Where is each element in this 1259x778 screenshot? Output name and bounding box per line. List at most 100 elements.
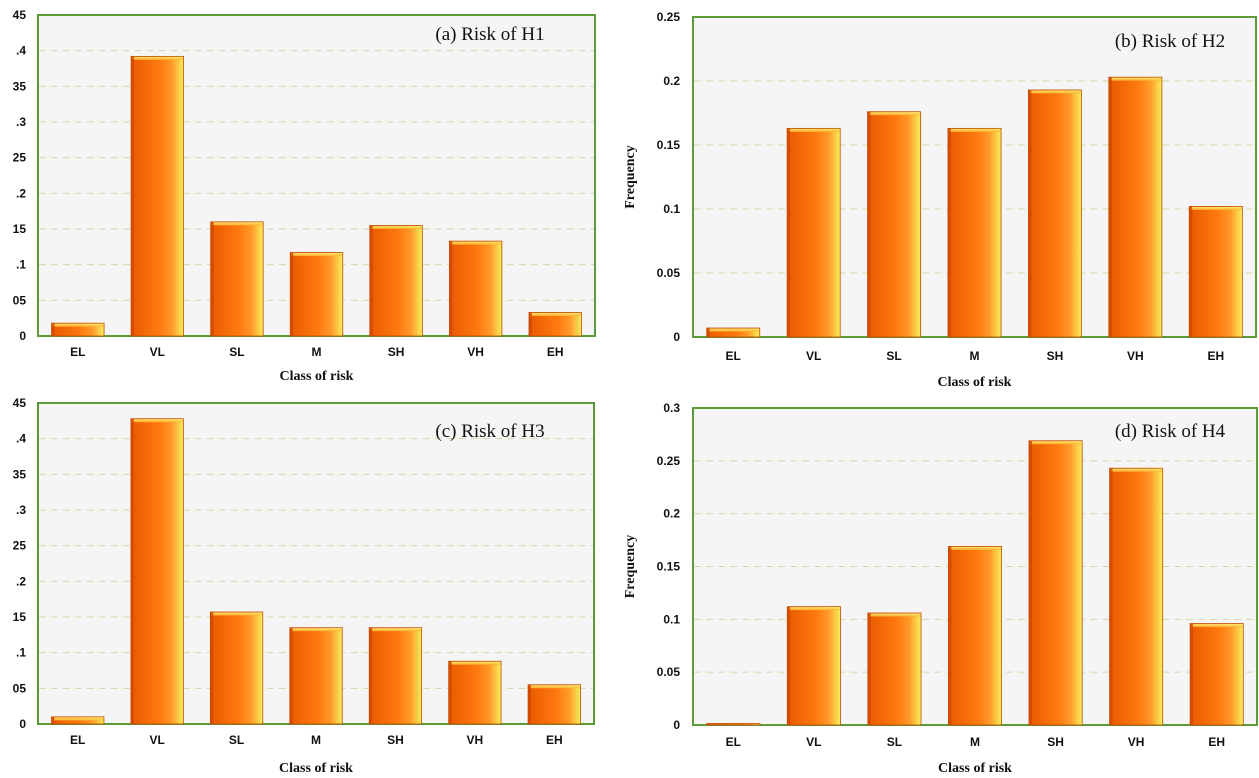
x-tick-label: EH (1208, 735, 1225, 749)
bar-edge (369, 225, 373, 336)
bar-SL (210, 221, 264, 337)
bar-bevel (290, 628, 342, 632)
bar-edge (947, 128, 951, 337)
y-tick-label: .2 (16, 186, 26, 200)
x-tick-label: VH (1127, 349, 1144, 363)
bar-EH (1189, 623, 1244, 726)
y-tick-label: 25 (13, 151, 27, 165)
y-tick-label: 0.25 (657, 454, 681, 468)
bar-SH (1028, 440, 1083, 726)
x-tick-label: EL (726, 349, 741, 363)
panel-title: (c) Risk of H3 (435, 421, 544, 442)
x-axis-title: Class of risk (280, 369, 354, 384)
bar-SH (369, 225, 423, 337)
y-tick-label: 35 (13, 79, 27, 93)
bar-EH (528, 312, 582, 337)
bar-bevel (449, 661, 501, 665)
bar-edge (1028, 440, 1032, 725)
y-tick-label: 0 (19, 329, 26, 343)
x-tick-label: M (970, 735, 980, 749)
bar-bevel (788, 607, 840, 611)
bar-edge (867, 111, 871, 337)
bar-bevel (529, 312, 581, 316)
chart-panel-b: 0 0.05 0.1 0.15 0.2 0.25 EL VL SL M SH VH EH (b) Risk… (623, 10, 1257, 390)
x-tick-label: SL (229, 733, 244, 747)
y-tick-label: 45 (13, 396, 27, 410)
x-tick-label: VH (1128, 735, 1145, 749)
y-tick-label: 0 (673, 718, 680, 732)
y-tick-label: 0.15 (657, 138, 681, 152)
bar-edge (131, 56, 135, 337)
bar-edge (289, 627, 293, 724)
y-tick-label: 0 (673, 330, 680, 344)
bar-VL (786, 127, 841, 338)
bar-bevel (291, 253, 342, 257)
x-tick-label: SH (1047, 735, 1064, 749)
y-tick-label: .3 (16, 115, 26, 129)
bar-EL (706, 723, 761, 726)
y-tick-label: .4 (16, 432, 26, 446)
y-axis-title: Frequency (623, 535, 638, 599)
x-tick-label: EH (1207, 349, 1224, 363)
bar-edge (210, 221, 214, 336)
bar-bevel (529, 685, 580, 689)
bar-edge (449, 241, 453, 336)
y-tick-label: 15 (13, 222, 27, 236)
bar-EH (527, 684, 581, 725)
x-tick-label: EL (726, 735, 741, 749)
x-tick-label: EH (547, 345, 564, 359)
bar-edge (867, 612, 871, 725)
bar-bevel (1029, 90, 1081, 94)
chart-panel-c: 0 05 .1 15 .2 25 .3 35 .4 45 EL VL SL M SH VH EH (c) Risk… (13, 396, 595, 776)
chart-panel-a: 0 05 .1 15 .2 25 .3 35 .4 45 EL VL SL M SH VH EH (a) Risk… (13, 8, 596, 384)
x-tick-label: SH (388, 345, 405, 359)
panel-title: (b) Risk of H2 (1115, 31, 1225, 52)
bar-M (947, 127, 1002, 338)
bar-M (289, 252, 344, 337)
bar-bevel (211, 222, 263, 226)
x-tick-label: SH (387, 733, 404, 747)
bar-edge (528, 312, 532, 336)
x-tick-label: SL (886, 349, 901, 363)
y-tick-label: 0.1 (663, 202, 680, 216)
bar-bevel (1029, 441, 1082, 445)
bar-VH (1108, 76, 1163, 338)
y-tick-label: 45 (13, 8, 27, 22)
bar-bevel (868, 112, 920, 116)
bar-EL (706, 327, 761, 338)
bar-edge (1028, 89, 1032, 338)
x-tick-label: VL (150, 345, 165, 359)
x-tick-label: SL (229, 345, 244, 359)
bar-edge (1109, 468, 1113, 725)
bar-bevel (1109, 77, 1161, 81)
bar-M (948, 546, 1002, 726)
y-tick-label: 05 (13, 293, 27, 307)
x-tick-label: VL (149, 733, 164, 747)
bar-edge (51, 716, 55, 724)
x-tick-label: VH (467, 733, 484, 747)
bar-bevel (450, 241, 501, 245)
chart-panel-d: 0 0.05 0.1 0.15 0.2 0.25 0.3 EL VL SL M SH VH EH (d) R… (623, 401, 1258, 776)
y-tick-label: 0.05 (657, 665, 681, 679)
bar-edge (51, 323, 55, 336)
bar-edge (448, 661, 452, 724)
x-tick-label: M (312, 345, 322, 359)
y-tick-label: 0.25 (657, 10, 681, 24)
y-tick-label: 15 (13, 610, 27, 624)
y-tick-label: 0.2 (663, 507, 680, 521)
bar-edge (290, 252, 294, 336)
bar-bevel (1190, 206, 1242, 210)
x-axis-title: Class of risk (938, 761, 1012, 776)
y-tick-label: 0.15 (657, 560, 681, 574)
bar-bevel (370, 225, 422, 229)
bar-edge (210, 612, 214, 724)
bar-SH (368, 627, 423, 725)
bar-SL (867, 612, 922, 726)
bar-bevel (868, 613, 921, 617)
y-tick-label: .1 (16, 258, 26, 272)
y-tick-label: 0.3 (663, 401, 680, 415)
x-axis-title: Class of risk (938, 375, 1012, 390)
bar-edge (948, 546, 952, 725)
y-tick-label: .4 (16, 44, 26, 58)
